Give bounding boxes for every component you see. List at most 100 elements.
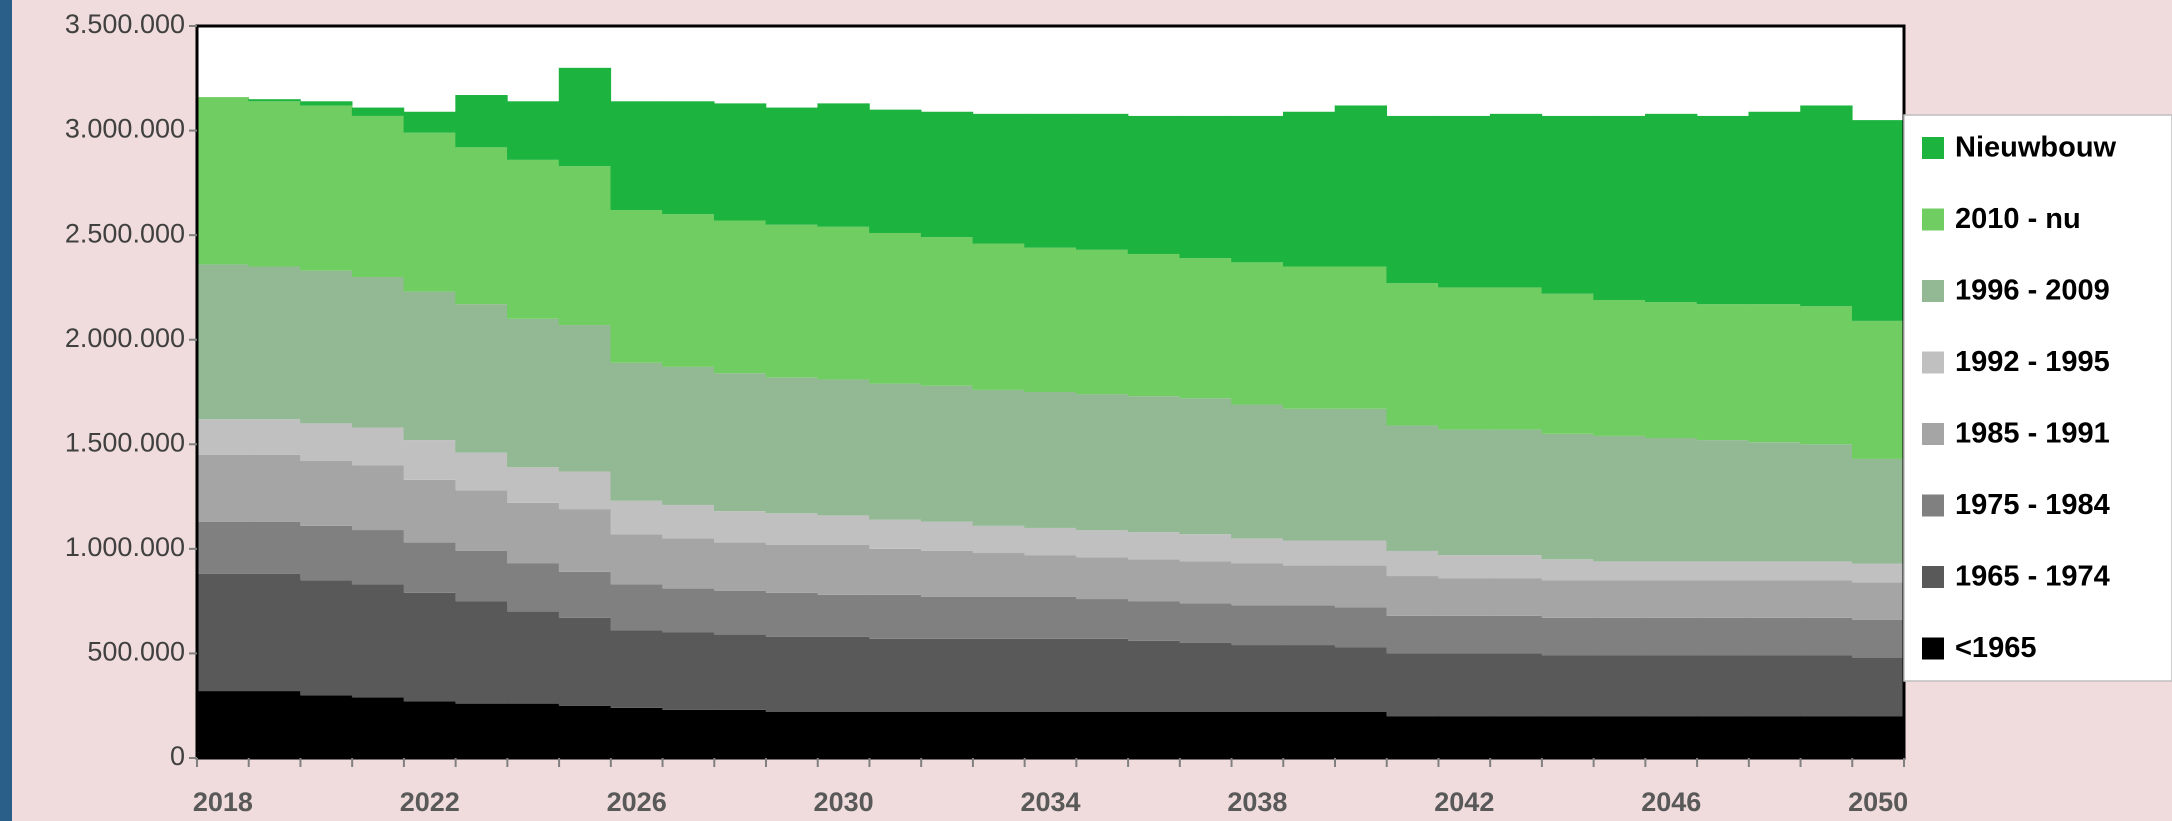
- y-tick-label: 2.000.000: [65, 323, 185, 353]
- area-step: [1697, 716, 1749, 758]
- area-step: [817, 379, 869, 515]
- y-tick-label: 1.500.000: [65, 427, 185, 457]
- area-step: [1283, 112, 1335, 267]
- area-step: [1645, 438, 1697, 561]
- area-step: [1386, 425, 1438, 550]
- area-step: [921, 237, 973, 385]
- area-step: [1645, 716, 1697, 758]
- area-step: [817, 712, 869, 758]
- area-step: [1697, 561, 1749, 580]
- area-step: [1180, 712, 1232, 758]
- area-step: [507, 160, 559, 319]
- area-step: [1800, 618, 1852, 656]
- legend-swatch: [1922, 638, 1944, 660]
- area-step: [1593, 436, 1645, 561]
- area-step: [1024, 528, 1076, 555]
- area-step: [1593, 116, 1645, 300]
- area-step: [1593, 656, 1645, 717]
- area-step: [1180, 603, 1232, 643]
- legend-swatch: [1922, 566, 1944, 588]
- y-tick-label: 500.000: [87, 637, 185, 667]
- area-step: [766, 377, 818, 513]
- area-step: [1231, 538, 1283, 563]
- area-step: [869, 233, 921, 384]
- area-step: [1180, 258, 1232, 398]
- area-step: [714, 373, 766, 511]
- legend-swatch: [1922, 423, 1944, 445]
- area-step: [1749, 304, 1801, 442]
- area-step: [197, 522, 249, 574]
- area-step: [1490, 555, 1542, 578]
- area-step: [1749, 716, 1801, 758]
- area-step: [1386, 283, 1438, 425]
- area-step: [1231, 605, 1283, 645]
- area-step: [1800, 306, 1852, 444]
- area-step: [248, 267, 300, 420]
- area-step: [1180, 398, 1232, 534]
- area-step: [1645, 618, 1697, 656]
- area-step: [455, 490, 507, 551]
- area-step: [817, 595, 869, 637]
- area-step: [300, 580, 352, 695]
- area-step: [404, 112, 456, 133]
- area-step: [1128, 532, 1180, 559]
- x-tick-label: 2022: [400, 787, 460, 817]
- area-step: [1645, 114, 1697, 302]
- legend-label: 1992 - 1995: [1955, 346, 2110, 378]
- area-step: [1490, 578, 1542, 616]
- area-step: [1076, 712, 1128, 758]
- area-step: [973, 244, 1025, 390]
- area-step: [1438, 430, 1490, 555]
- area-step: [1749, 656, 1801, 717]
- area-step: [1800, 561, 1852, 580]
- area-step: [817, 515, 869, 544]
- area-step: [1076, 394, 1128, 530]
- area-step: [559, 706, 611, 758]
- area-step: [1386, 116, 1438, 283]
- legend-label: Nieuwbouw: [1955, 132, 2117, 164]
- area-step: [1386, 653, 1438, 716]
- area-step: [1542, 618, 1594, 656]
- area-step: [1283, 540, 1335, 565]
- area-step: [1076, 557, 1128, 599]
- area-step: [1490, 716, 1542, 758]
- legend-label: 2010 - nu: [1955, 203, 2081, 235]
- area-step: [352, 108, 404, 116]
- area-step: [611, 708, 663, 758]
- area-step: [1024, 555, 1076, 597]
- area-step: [1438, 616, 1490, 654]
- area-step: [455, 551, 507, 601]
- legend-label: 1965 - 1974: [1955, 561, 2110, 593]
- area-step: [1749, 580, 1801, 618]
- area-step: [352, 530, 404, 584]
- legend-swatch: [1922, 352, 1944, 374]
- area-step: [1438, 287, 1490, 429]
- area-step: [662, 633, 714, 710]
- area-step: [921, 386, 973, 522]
- y-tick-label: 1.000.000: [65, 532, 185, 562]
- area-step: [921, 522, 973, 551]
- area-step: [817, 637, 869, 712]
- area-step: [300, 105, 352, 270]
- area-step: [1749, 442, 1801, 561]
- area-step: [1283, 267, 1335, 409]
- area-step: [869, 384, 921, 520]
- area-step: [973, 712, 1025, 758]
- area-step: [300, 271, 352, 424]
- area-step: [662, 101, 714, 214]
- area-step: [1542, 716, 1594, 758]
- area-step: [1076, 530, 1128, 557]
- area-step: [1283, 409, 1335, 541]
- area-step: [1697, 580, 1749, 618]
- area-step: [869, 639, 921, 712]
- area-step: [1024, 114, 1076, 248]
- area-step: [507, 319, 559, 467]
- area-step: [817, 103, 869, 226]
- area-step: [766, 513, 818, 544]
- area-step: [507, 467, 559, 503]
- area-step: [197, 97, 249, 264]
- x-tick-label: 2042: [1434, 787, 1494, 817]
- area-step: [248, 522, 300, 574]
- chart: Nieuwbouw2010 - nu1996 - 20091992 - 1995…: [0, 0, 2172, 821]
- area-step: [921, 597, 973, 639]
